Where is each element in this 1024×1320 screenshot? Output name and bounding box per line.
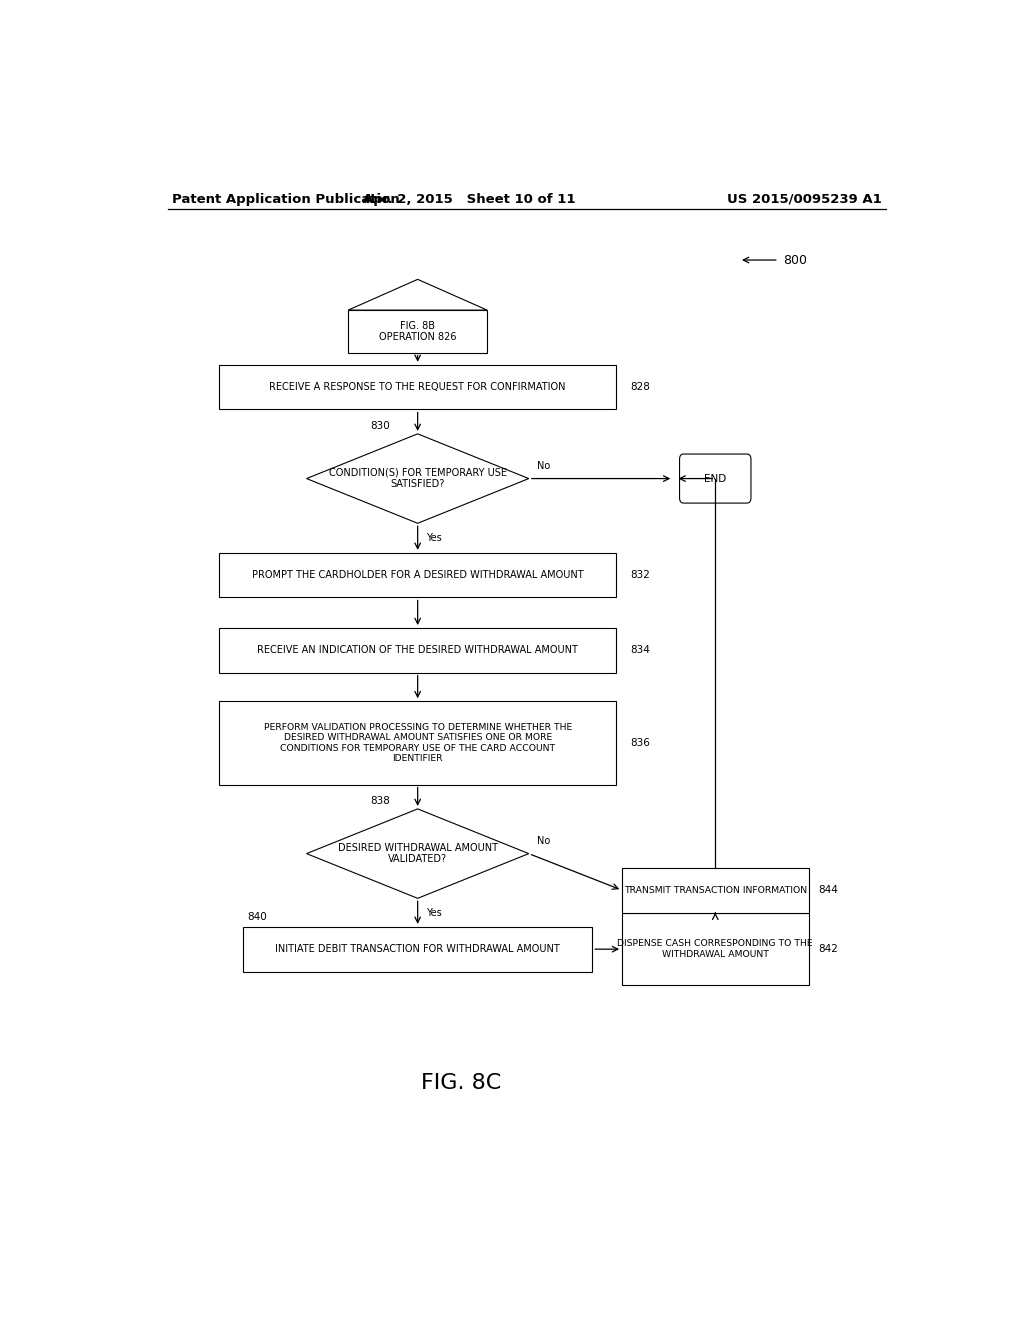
Text: RECEIVE A RESPONSE TO THE REQUEST FOR CONFIRMATION: RECEIVE A RESPONSE TO THE REQUEST FOR CO… <box>269 381 566 392</box>
FancyBboxPatch shape <box>219 701 616 784</box>
Text: Yes: Yes <box>426 533 441 543</box>
Text: No: No <box>537 462 550 471</box>
Text: No: No <box>537 837 550 846</box>
FancyBboxPatch shape <box>348 310 487 352</box>
Text: US 2015/0095239 A1: US 2015/0095239 A1 <box>727 193 882 206</box>
FancyBboxPatch shape <box>622 913 809 985</box>
FancyBboxPatch shape <box>219 364 616 409</box>
Text: 844: 844 <box>818 886 838 895</box>
FancyBboxPatch shape <box>243 927 592 972</box>
Text: Patent Application Publication: Patent Application Publication <box>172 193 399 206</box>
FancyBboxPatch shape <box>219 628 616 673</box>
Text: END: END <box>705 474 726 483</box>
Text: 838: 838 <box>370 796 390 805</box>
Text: 842: 842 <box>818 944 838 954</box>
Text: CONDITION(S) FOR TEMPORARY USE
SATISFIED?: CONDITION(S) FOR TEMPORARY USE SATISFIED… <box>329 467 507 490</box>
Text: 836: 836 <box>631 738 650 748</box>
Text: 828: 828 <box>631 381 650 392</box>
FancyBboxPatch shape <box>219 553 616 598</box>
Text: 830: 830 <box>370 421 390 430</box>
Text: Apr. 2, 2015   Sheet 10 of 11: Apr. 2, 2015 Sheet 10 of 11 <box>362 193 575 206</box>
Text: 832: 832 <box>631 570 650 579</box>
Text: DESIRED WITHDRAWAL AMOUNT
VALIDATED?: DESIRED WITHDRAWAL AMOUNT VALIDATED? <box>338 842 498 865</box>
Text: DISPENSE CASH CORRESPONDING TO THE
WITHDRAWAL AMOUNT: DISPENSE CASH CORRESPONDING TO THE WITHD… <box>617 940 813 958</box>
Text: TRANSMIT TRANSACTION INFORMATION: TRANSMIT TRANSACTION INFORMATION <box>624 886 807 895</box>
Text: Yes: Yes <box>426 908 441 917</box>
Text: RECEIVE AN INDICATION OF THE DESIRED WITHDRAWAL AMOUNT: RECEIVE AN INDICATION OF THE DESIRED WIT… <box>257 645 579 655</box>
Text: 840: 840 <box>247 912 267 921</box>
Text: FIG. 8C: FIG. 8C <box>421 1073 502 1093</box>
Polygon shape <box>348 280 487 310</box>
Text: 834: 834 <box>631 645 650 655</box>
Text: PROMPT THE CARDHOLDER FOR A DESIRED WITHDRAWAL AMOUNT: PROMPT THE CARDHOLDER FOR A DESIRED WITH… <box>252 570 584 579</box>
Polygon shape <box>306 809 528 899</box>
FancyBboxPatch shape <box>680 454 751 503</box>
Text: 800: 800 <box>782 253 807 267</box>
Text: PERFORM VALIDATION PROCESSING TO DETERMINE WHETHER THE
DESIRED WITHDRAWAL AMOUNT: PERFORM VALIDATION PROCESSING TO DETERMI… <box>263 723 571 763</box>
Text: INITIATE DEBIT TRANSACTION FOR WITHDRAWAL AMOUNT: INITIATE DEBIT TRANSACTION FOR WITHDRAWA… <box>275 944 560 954</box>
Text: FIG. 8B
OPERATION 826: FIG. 8B OPERATION 826 <box>379 321 457 342</box>
Polygon shape <box>306 434 528 523</box>
FancyBboxPatch shape <box>622 867 809 912</box>
